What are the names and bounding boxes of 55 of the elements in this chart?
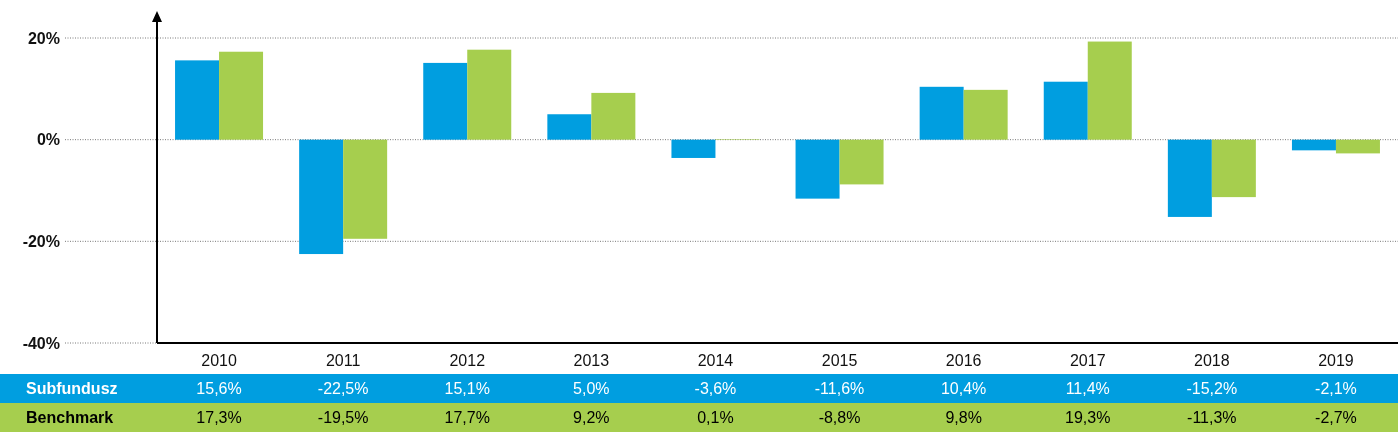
bar xyxy=(795,139,840,199)
x-tick-label: 2019 xyxy=(1318,351,1354,369)
bar xyxy=(1167,139,1212,217)
bar xyxy=(1291,139,1336,151)
x-tick-label: 2013 xyxy=(573,351,610,369)
data-label: -22,5% xyxy=(317,380,369,398)
x-tick-label: 2016 xyxy=(945,351,982,369)
text: Benchmark xyxy=(26,409,114,427)
data-label: 17,7% xyxy=(444,409,490,427)
bar xyxy=(219,51,264,140)
data-label: -3,6% xyxy=(694,380,737,398)
bar xyxy=(175,60,220,140)
data-label: 11,4% xyxy=(1065,380,1110,398)
data-label: 10,4% xyxy=(940,380,987,398)
data-label: 9,2% xyxy=(573,409,610,427)
x-tick-label: 2015 xyxy=(821,351,858,369)
data-label: 0,1% xyxy=(697,409,734,427)
x-tick-label: 2014 xyxy=(697,351,734,369)
y-tick-label: 20% xyxy=(27,29,60,47)
bar xyxy=(1043,81,1088,140)
data-label: 5,0% xyxy=(573,380,610,398)
y-tick-label: 0% xyxy=(36,131,60,149)
data-label: -19,5% xyxy=(317,409,369,427)
bar xyxy=(919,86,964,140)
text: Subfundusz xyxy=(26,380,118,398)
y-tick-label: -40% xyxy=(22,334,60,352)
data-label: -8,8% xyxy=(818,409,861,427)
data-label: -15,2% xyxy=(1186,380,1238,398)
data-label: -2,7% xyxy=(1315,409,1357,427)
x-tick-label: 2017 xyxy=(1069,351,1106,369)
bar xyxy=(1335,139,1380,154)
bar xyxy=(423,62,468,140)
x-tick-label: 2010 xyxy=(201,351,237,369)
bar xyxy=(343,139,388,239)
bar xyxy=(299,139,344,255)
bar xyxy=(1087,41,1132,140)
x-tick-label: 2011 xyxy=(325,351,361,369)
data-label: -11,3% xyxy=(1187,409,1237,427)
data-label: -11,6% xyxy=(814,380,865,398)
bar xyxy=(839,139,884,185)
x-tick-label: 2012 xyxy=(449,351,486,369)
x-tick-label: 2018 xyxy=(1194,351,1230,369)
bar xyxy=(547,114,592,140)
data-label: -2,1% xyxy=(1315,380,1357,398)
data-label: 17,3% xyxy=(196,409,242,427)
bar xyxy=(591,92,636,140)
y-tick-label: -20% xyxy=(22,232,60,250)
bar xyxy=(671,139,716,158)
bar xyxy=(963,89,1008,140)
data-label: 9,8% xyxy=(945,409,982,427)
bar xyxy=(467,49,512,140)
bar xyxy=(1211,139,1256,198)
data-label: 19,3% xyxy=(1065,409,1111,427)
data-label: 15,6% xyxy=(196,380,242,398)
data-label: 15,1% xyxy=(444,380,490,398)
